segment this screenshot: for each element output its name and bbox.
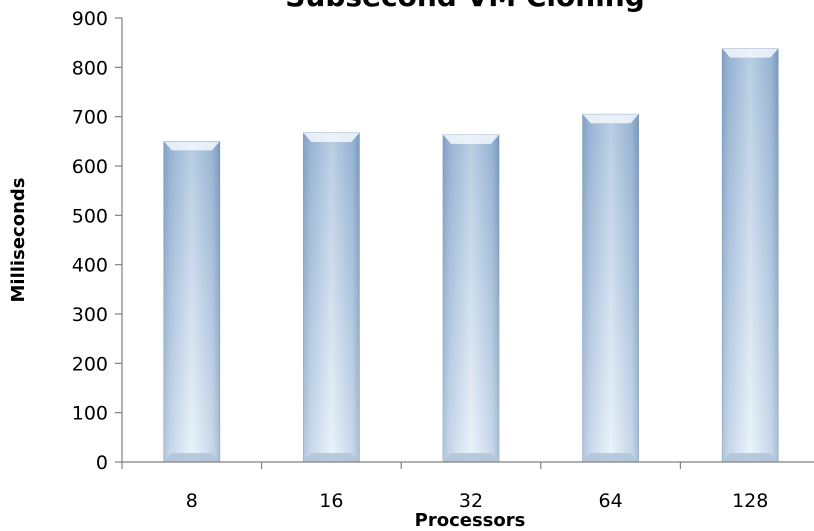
bar-32 [442, 134, 500, 463]
y-axis-title: Milliseconds [8, 178, 29, 303]
y-tick-label: 700 [72, 107, 108, 129]
y-tick-label: 800 [72, 57, 108, 79]
y-tick-label: 900 [72, 8, 108, 30]
x-tick-label: 32 [459, 490, 483, 512]
chart-title: Subsecond VM Cloning [285, 0, 645, 13]
bar-8 [163, 141, 221, 463]
bar-128 [721, 48, 779, 463]
y-tick-label: 400 [72, 255, 108, 277]
x-tick-label: 8 [186, 490, 198, 512]
bars [163, 48, 779, 463]
y-axis-ticks: 0 100 200 300 400 500 600 700 800 900 [72, 8, 122, 474]
x-axis-ticks: 8 16 32 64 128 [121, 462, 768, 512]
y-tick-label: 100 [72, 403, 108, 425]
bar-64 [582, 113, 639, 463]
x-tick-label: 16 [319, 490, 343, 512]
y-tick-label: 500 [72, 205, 108, 227]
x-tick-label: 64 [599, 490, 623, 512]
bar-16 [303, 132, 360, 463]
x-tick-label: 128 [732, 490, 768, 512]
y-tick-label: 600 [72, 156, 108, 178]
y-tick-label: 0 [96, 452, 108, 474]
y-tick-label: 200 [72, 353, 108, 375]
x-axis-title: Processors [415, 510, 526, 531]
y-tick-label: 300 [72, 304, 108, 326]
